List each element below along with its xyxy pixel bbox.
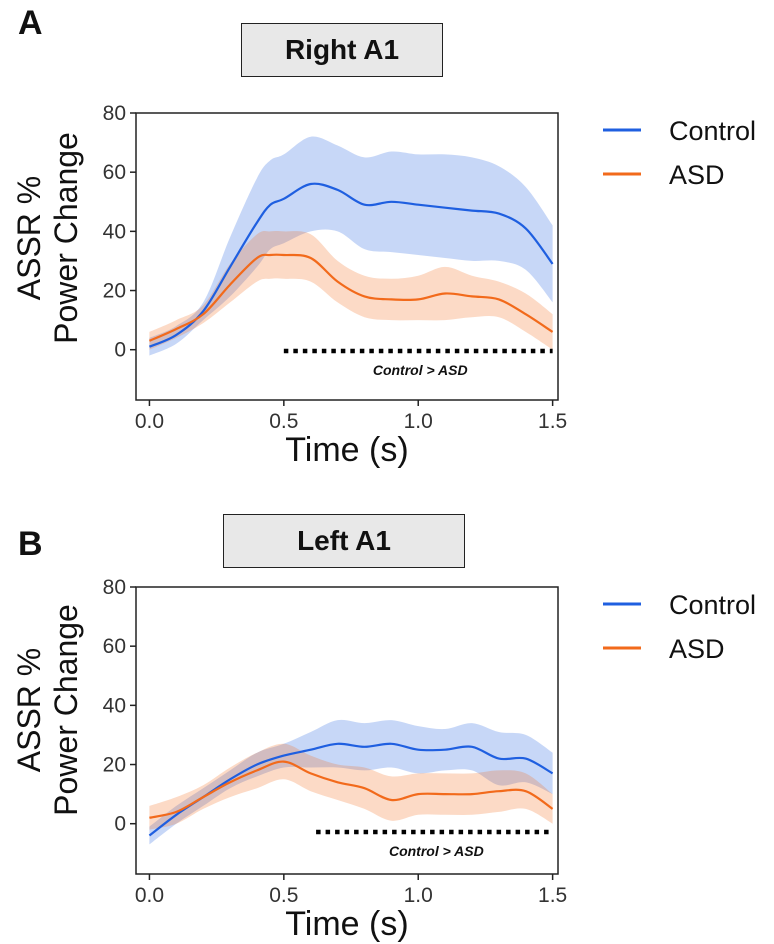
y-tick-label: 20 bbox=[103, 754, 126, 777]
control-mean-line bbox=[148, 182, 554, 348]
chart-title: Left A1 bbox=[223, 514, 465, 568]
y-axis-title: ASSR %Power Change bbox=[11, 604, 84, 816]
chart-title: Right A1 bbox=[241, 23, 443, 77]
x-axis-title: Time (s) bbox=[285, 905, 408, 943]
plot-area bbox=[148, 136, 554, 356]
plot-frame bbox=[135, 586, 559, 875]
plot-frame bbox=[135, 112, 559, 401]
y-tick-label: 60 bbox=[103, 161, 126, 184]
panel-letter: A bbox=[18, 4, 43, 42]
legend-label-asd: ASD bbox=[669, 634, 725, 664]
y-tick-label: 40 bbox=[103, 220, 126, 243]
y-axis-title-line2: Power Change bbox=[48, 604, 84, 816]
chart-right-a1: Control > ASD 0 20 40 60 80 0.0 0.5 1.0 1.5 Time (… bbox=[11, 102, 756, 469]
x-tick-label: 0.0 bbox=[135, 410, 164, 433]
x-tick-label: 1.5 bbox=[538, 410, 567, 433]
legend: Control ASD bbox=[603, 116, 756, 190]
y-tick-label: 0 bbox=[114, 813, 126, 836]
y-tick-label: 60 bbox=[103, 635, 126, 658]
legend-label-control: Control bbox=[669, 590, 756, 620]
chart-left-a1: Control > ASD 0 20 40 60 80 0.0 0.5 1.0 1.5 Time (… bbox=[11, 576, 756, 943]
panel-left-a1: B Left A1 Control > ASD 0 20 40 60 80 0.0 0.5 1.… bbox=[0, 472, 774, 944]
asd-mean-line bbox=[149, 760, 554, 819]
y-axis-title: ASSR %Power Change bbox=[11, 132, 84, 344]
legend: Control ASD bbox=[603, 590, 756, 664]
control-confidence-band bbox=[149, 719, 553, 845]
x-tick-label: 1.5 bbox=[538, 884, 567, 907]
y-tick-label: 0 bbox=[114, 339, 126, 362]
y-tick-label: 80 bbox=[103, 576, 126, 599]
x-tick-label: 1.0 bbox=[404, 410, 433, 433]
y-axis-title-line1: ASSR % bbox=[11, 176, 47, 300]
x-tick-label: 0.0 bbox=[135, 884, 164, 907]
asd-confidence-band bbox=[149, 743, 553, 830]
control-mean-line bbox=[148, 742, 554, 837]
significance-label: Control > ASD bbox=[389, 843, 484, 859]
y-tick-label: 80 bbox=[103, 102, 126, 125]
legend-label-asd: ASD bbox=[669, 160, 725, 190]
panel-right-a1: A Right A1 Control > ASD 0 20 40 60 80 0.0 0.5 1… bbox=[11, 4, 756, 469]
x-tick-label: 1.0 bbox=[404, 884, 433, 907]
x-tick-label: 0.5 bbox=[269, 410, 298, 433]
control-confidence-band bbox=[149, 136, 553, 356]
y-tick-label: 20 bbox=[103, 280, 126, 303]
x-tick-label: 0.5 bbox=[269, 884, 298, 907]
y-axis-title-line2: Power Change bbox=[48, 132, 84, 344]
plot-area bbox=[148, 719, 554, 845]
y-tick-label: 40 bbox=[103, 694, 126, 717]
asd-mean-line bbox=[148, 253, 554, 342]
x-axis-title: Time (s) bbox=[285, 431, 408, 469]
significance-label: Control > ASD bbox=[373, 362, 468, 378]
legend-label-control: Control bbox=[669, 116, 756, 146]
panel-letter: B bbox=[18, 525, 43, 563]
y-axis-title-line1: ASSR % bbox=[11, 648, 47, 772]
